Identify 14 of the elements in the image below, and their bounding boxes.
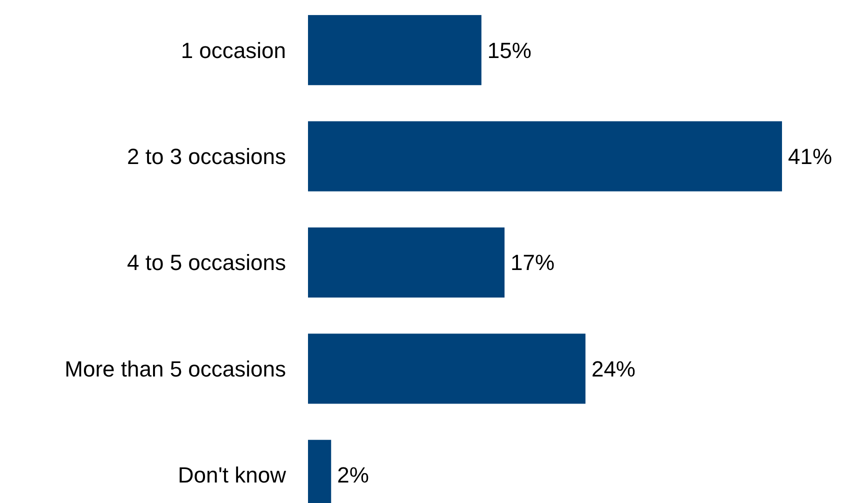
y-tick-label: 4 to 5 occasions bbox=[127, 250, 286, 276]
data-label: 41% bbox=[788, 144, 832, 169]
y-tick-label: More than 5 occasions bbox=[64, 356, 286, 382]
data-label: 17% bbox=[510, 250, 555, 276]
bar bbox=[308, 121, 782, 192]
data-label: 15% bbox=[487, 38, 532, 63]
y-tick-label: Don't know bbox=[178, 462, 286, 488]
bar bbox=[308, 334, 586, 404]
data-label: 2% bbox=[337, 462, 369, 488]
y-tick-label: 1 occasion bbox=[180, 38, 286, 63]
data-label: 24% bbox=[591, 356, 636, 382]
bar bbox=[308, 227, 505, 298]
bar bbox=[308, 15, 482, 86]
y-tick-label: 2 to 3 occasions bbox=[127, 144, 286, 169]
